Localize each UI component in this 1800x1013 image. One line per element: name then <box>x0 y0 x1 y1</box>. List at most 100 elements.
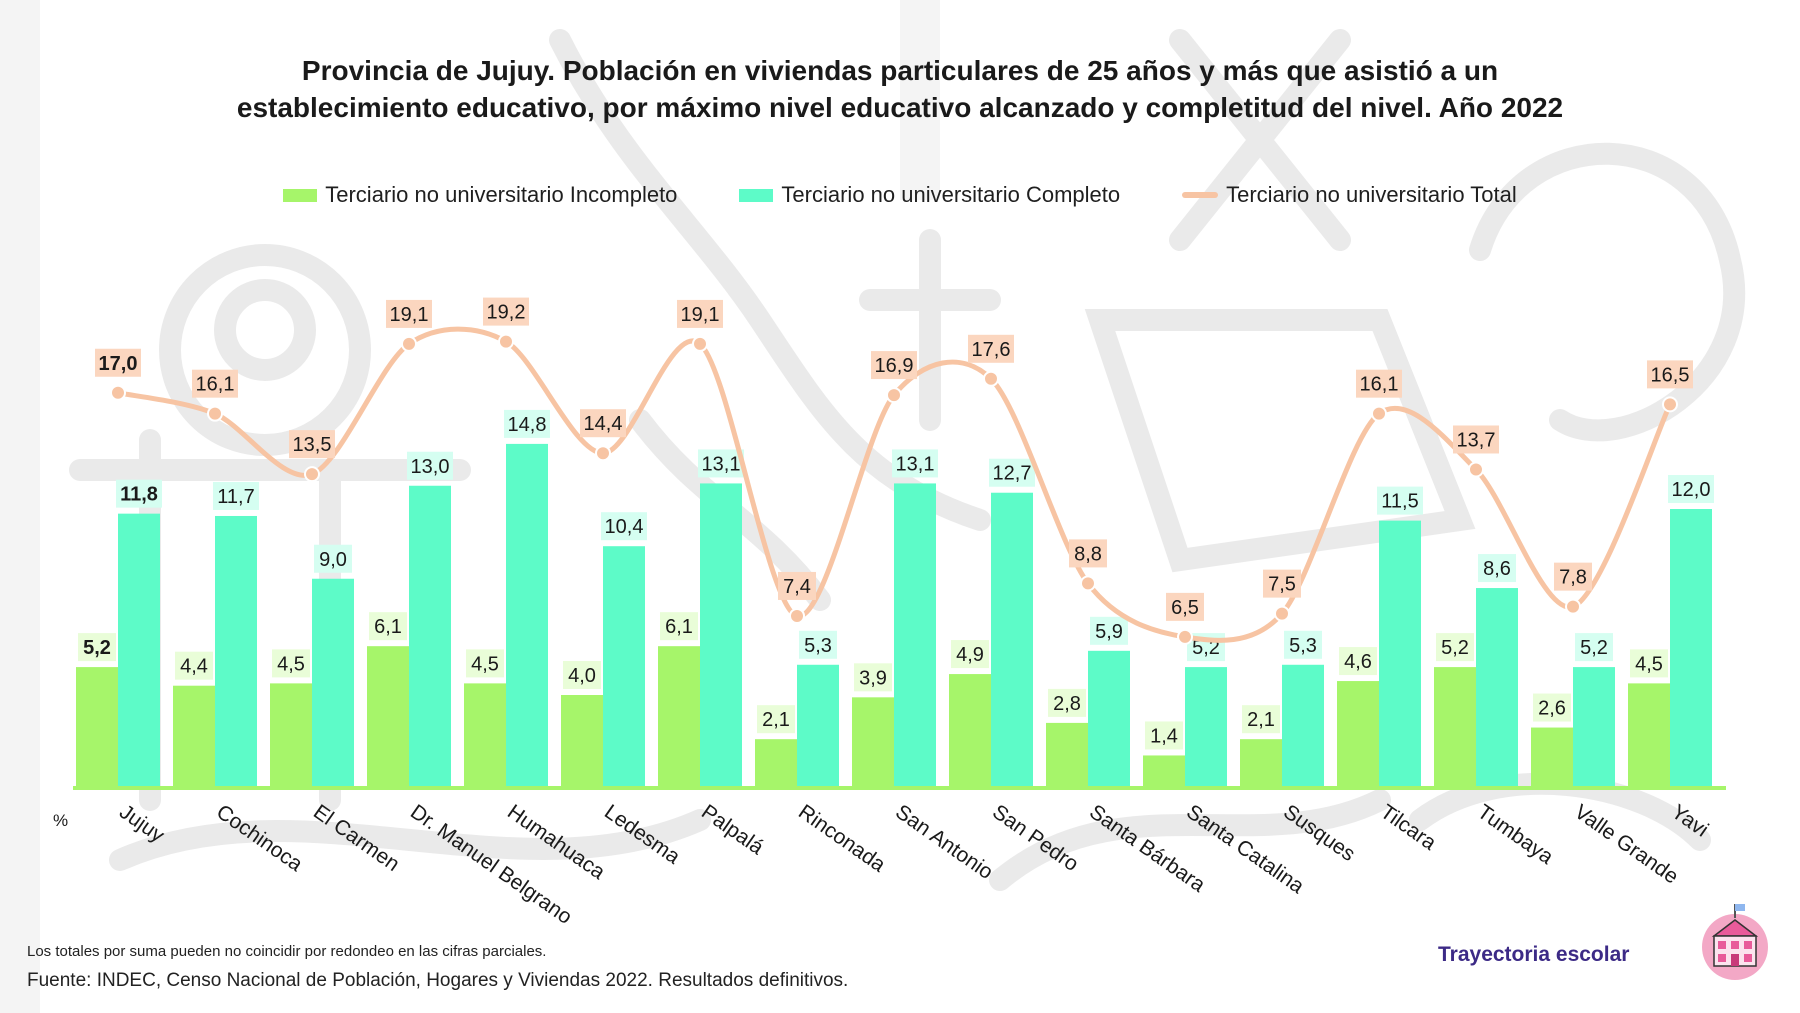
school-logo-icon <box>1702 904 1768 980</box>
legend-label-completo: Terciario no universitario Completo <box>781 182 1121 207</box>
data-label-incompleto-bg <box>1048 688 1086 717</box>
data-label-completo: 8,6 <box>1483 558 1511 580</box>
legend-swatch-completo <box>739 188 774 202</box>
x-tick-label: Rinconada <box>794 800 890 877</box>
data-label-completo-bg <box>892 449 938 478</box>
bar-incompleto <box>561 695 603 788</box>
data-label-total: 17,6 <box>972 339 1011 361</box>
bar-incompleto <box>755 739 797 788</box>
point-total <box>207 405 223 422</box>
point-total <box>1565 598 1581 615</box>
data-label-incompleto: 4,0 <box>568 665 596 687</box>
x-tick-label: Valle Grande <box>1570 800 1682 888</box>
data-label-incompleto: 6,1 <box>665 616 693 638</box>
data-label-completo-bg <box>116 479 162 508</box>
data-label-incompleto-bg <box>1630 649 1668 678</box>
data-label-incompleto-bg <box>175 651 213 680</box>
data-label-total: 6,5 <box>1171 597 1199 619</box>
bar-completo <box>118 513 160 788</box>
data-label-incompleto-bg <box>369 612 407 641</box>
data-label-completo-bg <box>1377 486 1423 515</box>
point-total <box>789 607 805 624</box>
data-label-completo: 5,2 <box>1580 637 1608 659</box>
data-label-incompleto: 6,1 <box>374 616 402 638</box>
data-label-completo: 13,1 <box>896 453 935 475</box>
data-label-total: 16,9 <box>875 355 914 377</box>
data-label-incompleto: 2,8 <box>1053 693 1081 715</box>
data-label-completo-bg <box>1478 554 1516 583</box>
bar-incompleto <box>1434 667 1476 788</box>
bar-completo <box>215 515 257 788</box>
data-label-completo: 12,0 <box>1672 479 1711 501</box>
data-label-incompleto: 2,6 <box>1538 698 1566 720</box>
data-label-total-bg <box>1554 562 1592 591</box>
point-total <box>1371 405 1387 422</box>
x-tick-label: Dr. Manuel Belgrano <box>406 800 576 929</box>
data-label-incompleto-bg <box>1436 633 1474 662</box>
legend-item-total: Terciario no universitario Total <box>1182 182 1517 208</box>
bar-incompleto <box>658 646 700 788</box>
x-tick-label: Tilcara <box>1376 800 1440 855</box>
x-tick-label: San Pedro <box>988 800 1082 876</box>
bar-completo <box>1379 520 1421 788</box>
data-label-total: 8,8 <box>1074 543 1102 565</box>
x-tick-label: Jujuy <box>115 800 169 847</box>
data-label-incompleto-bg <box>854 663 892 692</box>
data-label-total-bg <box>483 297 529 326</box>
data-label-completo: 9,0 <box>319 549 347 571</box>
data-label-incompleto: 5,2 <box>83 637 111 659</box>
bar-completo <box>1670 509 1712 788</box>
point-total <box>886 387 902 404</box>
bar-incompleto <box>1143 755 1185 788</box>
data-label-incompleto: 1,4 <box>1150 725 1178 747</box>
data-label-incompleto-bg <box>1533 693 1571 722</box>
data-label-completo-bg <box>1668 475 1714 503</box>
legend-label-total: Terciario no universitario Total <box>1226 182 1517 207</box>
point-total <box>692 335 708 352</box>
bar-incompleto <box>1240 739 1282 788</box>
bar-incompleto <box>76 667 118 788</box>
bar-completo <box>894 483 936 788</box>
legend-swatch-total <box>1182 192 1219 198</box>
data-label-incompleto: 4,9 <box>956 644 984 666</box>
bar-completo <box>1476 588 1518 788</box>
bar-incompleto <box>270 683 312 788</box>
data-label-completo: 5,3 <box>1289 635 1317 657</box>
bar-completo <box>1185 667 1227 788</box>
data-label-incompleto-bg <box>660 612 698 641</box>
data-label-total-bg <box>778 571 816 600</box>
point-total <box>110 384 126 401</box>
data-label-incompleto-bg <box>272 649 310 678</box>
x-tick-label: Yavi <box>1667 800 1712 841</box>
brand-label: Trayectoria escolar <box>1438 943 1630 966</box>
data-label-total-bg <box>1263 569 1301 598</box>
data-label-total: 19,1 <box>681 304 720 326</box>
data-label-total: 7,8 <box>1559 567 1587 589</box>
data-label-incompleto: 4,5 <box>277 653 305 675</box>
data-label-incompleto-bg <box>1242 705 1280 734</box>
data-label-total-bg <box>386 299 432 328</box>
data-label-total: 16,5 <box>1651 364 1690 386</box>
bar-completo <box>797 664 839 788</box>
data-label-incompleto-bg <box>563 661 601 689</box>
data-label-total: 7,4 <box>783 576 811 598</box>
x-tick-label: Palpalá <box>697 800 768 859</box>
data-label-incompleto-bg <box>951 640 989 669</box>
data-label-completo-bg <box>1284 630 1322 659</box>
data-label-total: 19,2 <box>487 302 526 324</box>
bar-completo <box>312 578 354 788</box>
data-label-total-bg <box>580 409 626 438</box>
legend-item-completo: Terciario no universitario Completo <box>739 182 1120 208</box>
footnote: Los totales por suma pueden no coincidir… <box>27 943 547 960</box>
data-label-total: 19,1 <box>390 304 429 326</box>
point-total <box>304 466 320 483</box>
data-label-total-bg <box>289 430 335 459</box>
legend-item-incompleto: Terciario no universitario Incompleto <box>283 182 677 208</box>
data-label-incompleto-bg <box>78 633 116 662</box>
point-total <box>1177 628 1193 645</box>
point-total <box>1080 575 1096 592</box>
data-label-completo-bg <box>504 409 550 438</box>
bar-incompleto <box>1628 683 1670 788</box>
bar-incompleto <box>464 683 506 788</box>
bar-incompleto <box>949 674 991 788</box>
